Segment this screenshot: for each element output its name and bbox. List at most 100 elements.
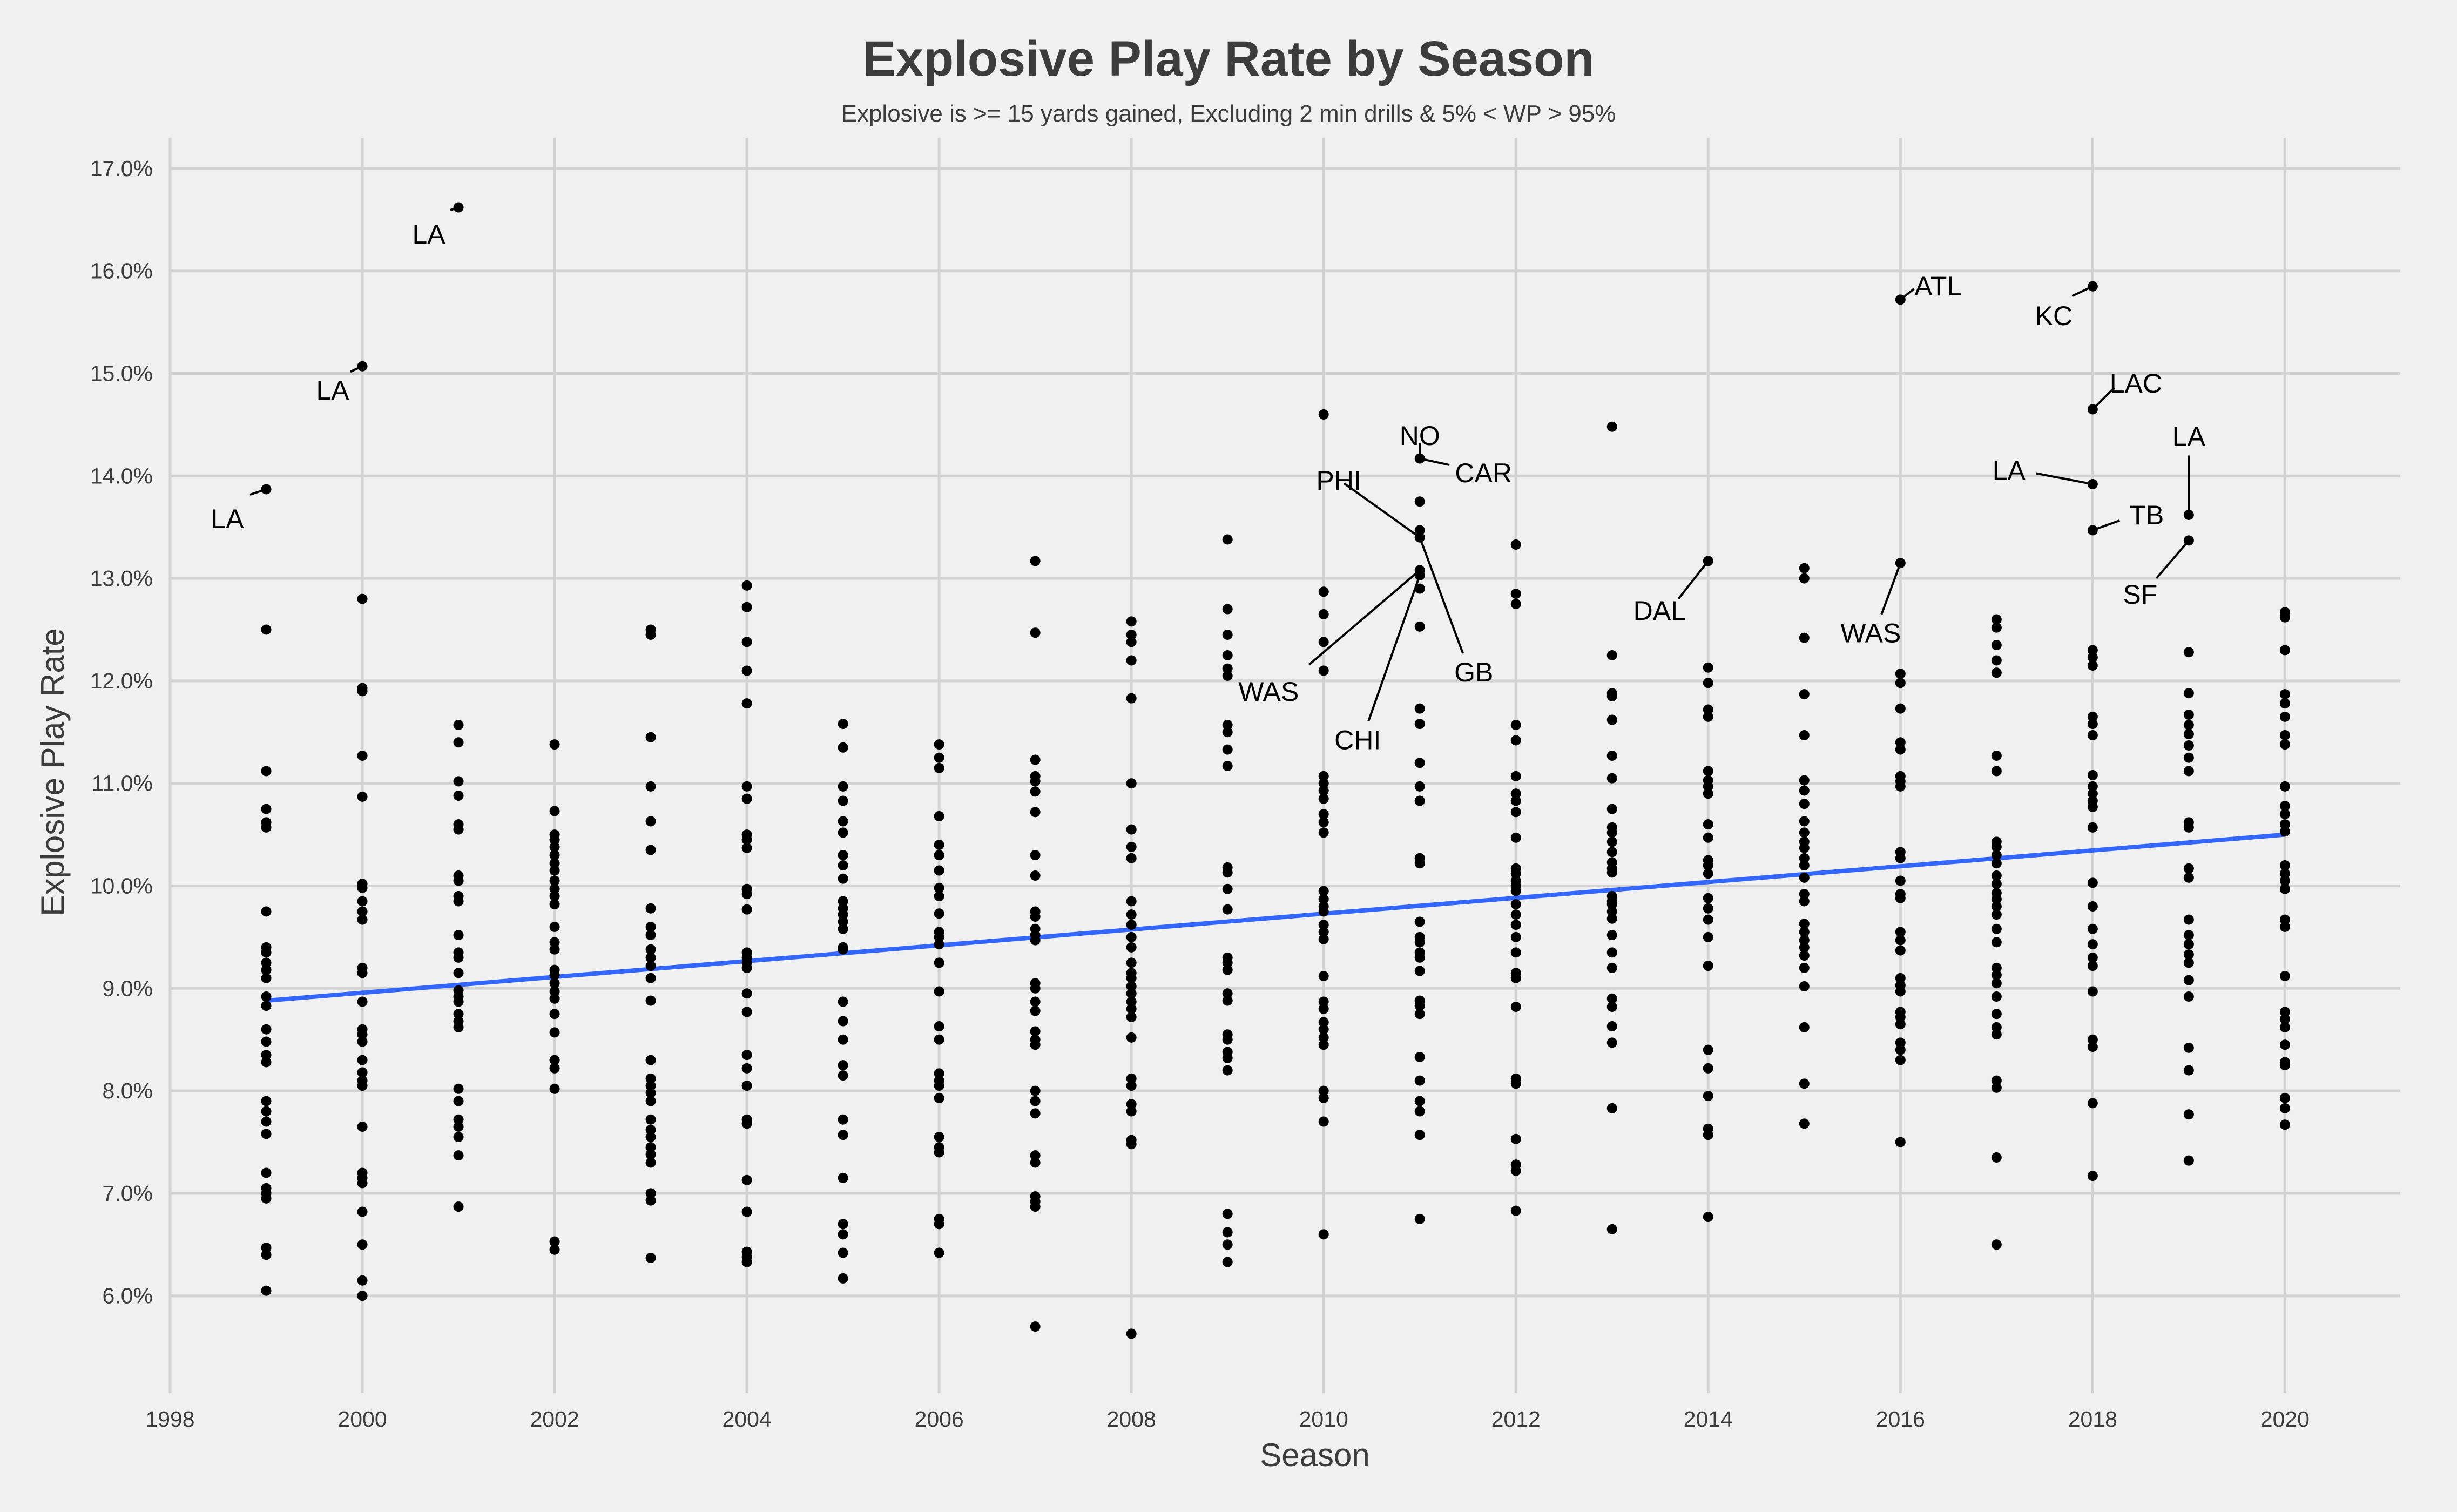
data-point bbox=[2183, 729, 2194, 740]
data-point bbox=[1414, 1009, 1425, 1020]
data-point bbox=[1606, 1037, 1617, 1048]
data-point bbox=[2279, 730, 2290, 741]
data-point bbox=[2087, 923, 2098, 934]
data-point bbox=[645, 1252, 656, 1263]
data-point bbox=[2279, 781, 2290, 792]
data-point bbox=[838, 873, 848, 884]
data-point bbox=[261, 1024, 272, 1035]
data-point bbox=[1799, 942, 1810, 953]
data-point bbox=[261, 1001, 272, 1011]
data-point bbox=[645, 944, 656, 955]
data-point bbox=[838, 850, 848, 861]
data-point bbox=[2183, 1065, 2194, 1076]
data-point bbox=[645, 732, 656, 742]
data-point bbox=[1126, 841, 1137, 852]
data-point bbox=[1703, 961, 1713, 971]
data-point bbox=[1318, 886, 1329, 896]
x-tick-label: 2016 bbox=[1876, 1407, 1925, 1432]
data-point bbox=[1318, 971, 1329, 982]
data-point bbox=[261, 991, 272, 1002]
data-point bbox=[934, 1092, 944, 1103]
x-tick-label: 1998 bbox=[145, 1407, 194, 1432]
data-point bbox=[838, 742, 848, 753]
data-point bbox=[1991, 1239, 2002, 1250]
data-point bbox=[934, 939, 944, 950]
data-point bbox=[2279, 883, 2290, 894]
annotation-label: CAR bbox=[1455, 458, 1512, 488]
data-point bbox=[2279, 1040, 2290, 1050]
data-point bbox=[1318, 409, 1329, 420]
data-point bbox=[357, 593, 368, 604]
data-point bbox=[741, 1007, 752, 1017]
data-point bbox=[1126, 1011, 1137, 1022]
data-point bbox=[2279, 612, 2290, 623]
data-point bbox=[1222, 867, 1233, 878]
data-point bbox=[1991, 622, 2002, 633]
data-point bbox=[549, 850, 560, 861]
data-point bbox=[1703, 1063, 1713, 1074]
data-point bbox=[1799, 981, 1810, 992]
y-tick-label: 14.0% bbox=[90, 463, 153, 488]
data-point bbox=[1510, 1078, 1521, 1089]
data-point bbox=[1318, 1003, 1329, 1014]
data-point bbox=[838, 1219, 848, 1230]
data-point bbox=[1606, 691, 1617, 701]
data-point bbox=[1414, 952, 1425, 963]
data-point bbox=[1126, 973, 1137, 983]
data-point bbox=[1703, 678, 1713, 688]
data-point bbox=[1703, 788, 1713, 799]
data-point bbox=[1895, 781, 1906, 792]
data-point bbox=[2087, 952, 2098, 963]
data-point bbox=[1318, 927, 1329, 937]
data-point bbox=[261, 624, 272, 635]
data-point bbox=[741, 962, 752, 973]
data-point bbox=[549, 806, 560, 816]
data-point bbox=[549, 865, 560, 876]
data-point bbox=[261, 1050, 272, 1061]
data-point bbox=[2087, 961, 2098, 971]
data-point bbox=[645, 816, 656, 827]
data-point bbox=[2279, 698, 2290, 709]
data-point bbox=[1799, 785, 1810, 796]
data-point bbox=[1030, 627, 1041, 638]
data-point bbox=[453, 952, 464, 963]
annotation-leader bbox=[1419, 457, 1450, 467]
data-point bbox=[2183, 766, 2194, 777]
data-point bbox=[1799, 816, 1810, 827]
data-point bbox=[645, 630, 656, 640]
data-point bbox=[2183, 720, 2194, 731]
data-point bbox=[1126, 778, 1137, 789]
chart-title: Explosive Play Rate by Season bbox=[862, 31, 1594, 86]
data-point bbox=[838, 1034, 848, 1045]
data-point bbox=[1414, 1001, 1425, 1011]
data-point bbox=[1895, 678, 1906, 688]
data-point bbox=[261, 906, 272, 917]
data-point bbox=[453, 1114, 464, 1125]
data-point bbox=[1510, 788, 1521, 799]
data-point bbox=[1510, 539, 1521, 550]
data-point bbox=[838, 781, 848, 792]
data-point bbox=[645, 1157, 656, 1168]
data-point bbox=[645, 952, 656, 963]
data-point bbox=[1414, 858, 1425, 869]
data-point bbox=[2183, 914, 2194, 925]
y-tick-label: 11.0% bbox=[92, 771, 153, 796]
data-point bbox=[1222, 1257, 1233, 1267]
data-point bbox=[1030, 1108, 1041, 1119]
x-tick-label: 2018 bbox=[2068, 1407, 2117, 1432]
data-point bbox=[2279, 914, 2290, 925]
data-point bbox=[1318, 586, 1329, 597]
data-point bbox=[934, 1081, 944, 1091]
data-point bbox=[1510, 886, 1521, 896]
data-point bbox=[1126, 1032, 1137, 1043]
data-point bbox=[1991, 901, 2002, 912]
data-point bbox=[1126, 942, 1137, 953]
x-tick-label: 2008 bbox=[1107, 1407, 1156, 1432]
data-point bbox=[741, 1063, 752, 1074]
data-point bbox=[549, 1009, 560, 1020]
data-point bbox=[261, 964, 272, 975]
data-point bbox=[1991, 667, 2002, 678]
data-point bbox=[838, 1016, 848, 1027]
data-point bbox=[1030, 556, 1041, 566]
data-point bbox=[357, 1055, 368, 1065]
